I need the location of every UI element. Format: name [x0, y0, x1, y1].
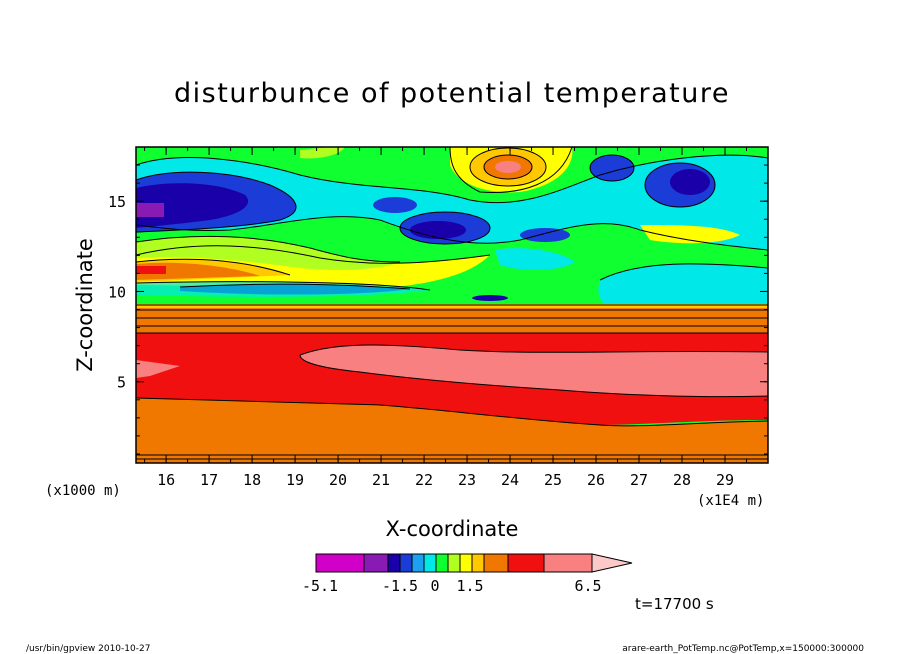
colorbar-swatch [315, 553, 365, 573]
field-yellow-right [640, 225, 740, 244]
y-tick-label: 15 [108, 193, 126, 211]
colorbar-label: 6.5 [574, 577, 601, 595]
field-pink-top [495, 161, 521, 173]
field-violet-core [136, 203, 164, 217]
colorbar-swatch [387, 553, 401, 573]
x-tick-label: 24 [501, 471, 519, 489]
x-tick-label: 22 [415, 471, 433, 489]
colorbar-swatch [483, 553, 509, 573]
y-tick-label: 10 [108, 283, 126, 301]
field-navy-left [136, 183, 249, 228]
field-red-band [136, 266, 166, 274]
x-unit-left: (x1000 m) [45, 483, 121, 499]
y-axis: 5 10 15 [108, 164, 768, 455]
x-tick-label: 18 [243, 471, 261, 489]
x-tick-label: 21 [372, 471, 390, 489]
footer-left: /usr/bin/gpview 2010-10-27 [26, 644, 150, 654]
colorbar [315, 553, 633, 573]
field-lime-top [300, 147, 345, 159]
x-tick-label: 19 [286, 471, 304, 489]
footer-right: arare-earth_PotTemp.nc@PotTemp,x=150000:… [622, 644, 864, 654]
x-tick-label: 20 [329, 471, 347, 489]
x-tick-label: 28 [673, 471, 691, 489]
field-cyan-mid [495, 248, 575, 270]
colorbar-swatch [363, 553, 389, 573]
colorbar-swatch [447, 553, 461, 573]
x-tick-label: 29 [716, 471, 734, 489]
field-navy-thin [472, 295, 508, 301]
x-tick-label: 16 [157, 471, 175, 489]
field-navy-right [670, 169, 710, 195]
contour-field [136, 147, 768, 463]
colorbar-label: 1.5 [456, 577, 483, 595]
colorbar-swatch [543, 553, 593, 573]
x-axis: 16 17 18 19 20 21 22 23 24 25 26 27 28 29 [144, 147, 748, 489]
y-tick-label: 5 [117, 374, 126, 392]
colorbar-arrow [591, 553, 633, 573]
colorbar-swatch [459, 553, 473, 573]
x-tick-label: 17 [200, 471, 218, 489]
x-tick-label: 23 [458, 471, 476, 489]
field-lime-band [136, 236, 400, 270]
y-axis-label: Z-coordinate [73, 238, 97, 372]
time-annotation: t=17700 s [635, 595, 714, 613]
colorbar-swatch [423, 553, 437, 573]
field-stable-gold [136, 304, 768, 308]
plot-frame [135, 146, 769, 464]
colorbar-swatch [471, 553, 485, 573]
chart-title: disturbunce of potential temperature [174, 78, 730, 109]
x-tick-label: 27 [630, 471, 648, 489]
field-pink-core [300, 345, 768, 397]
colorbar-label: -1.5 [382, 577, 418, 595]
colorbar-swatch [507, 553, 545, 573]
field-surface-orange [136, 398, 768, 463]
x-axis-label: X-coordinate [386, 517, 519, 541]
x-tick-label: 26 [587, 471, 605, 489]
colorbar-label: -5.1 [302, 577, 338, 595]
x-unit-right: (x1E4 m) [697, 493, 764, 509]
field-orange-band [136, 262, 260, 280]
colorbar-swatch [399, 553, 413, 573]
field-blue-small [373, 197, 417, 213]
field-blue-strip [520, 228, 570, 242]
field-cyan-lower [598, 263, 768, 305]
colorbar-swatch [435, 553, 449, 573]
colorbar-labels: -5.1 -1.5 0 1.5 6.5 [302, 577, 602, 595]
field-pink-left [136, 360, 180, 378]
x-tick-label: 25 [544, 471, 562, 489]
colorbar-swatch [411, 553, 425, 573]
colorbar-label: 0 [430, 577, 439, 595]
contour-lines [136, 147, 768, 460]
field-navy-center [410, 221, 466, 239]
